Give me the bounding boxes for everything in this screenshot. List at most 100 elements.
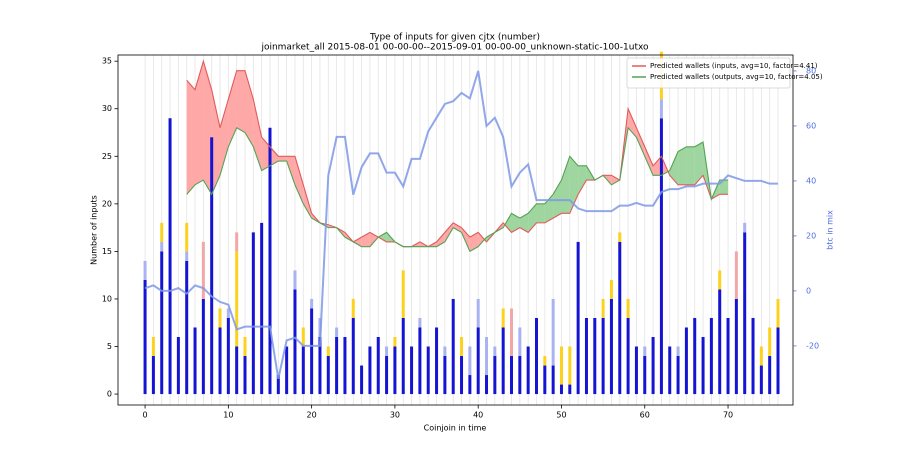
bar <box>426 346 430 395</box>
x-tick-label: 40 <box>473 411 483 420</box>
range-fill <box>578 165 587 195</box>
bar <box>160 222 164 242</box>
bar <box>185 260 189 395</box>
bar <box>776 327 780 395</box>
bar <box>559 384 563 395</box>
bar <box>501 308 505 328</box>
line <box>144 70 779 380</box>
bar <box>551 365 555 395</box>
bar <box>460 356 464 395</box>
x-tick-label: 10 <box>223 411 233 420</box>
legend-label: Predicted wallets (inputs, avg=10, facto… <box>650 62 818 70</box>
bar <box>659 99 663 119</box>
range-fill <box>561 156 570 214</box>
bar <box>626 298 630 318</box>
bar <box>568 346 572 385</box>
x-tick-label: 70 <box>723 411 733 420</box>
range-fill <box>278 156 287 162</box>
bar <box>443 356 447 395</box>
x-tick-label: 20 <box>307 411 317 420</box>
bar <box>468 346 472 376</box>
bar <box>335 336 339 395</box>
bar <box>676 346 680 357</box>
bar <box>460 336 464 357</box>
bar <box>701 336 705 395</box>
x-tick-label: 30 <box>390 411 400 420</box>
bar <box>160 241 164 252</box>
bar <box>293 289 297 395</box>
bar <box>526 346 530 395</box>
range-fill <box>528 203 537 233</box>
y2-tick-label: 20 <box>806 231 816 240</box>
range-fill <box>453 222 462 233</box>
bar <box>260 222 264 395</box>
range-fill <box>236 70 246 133</box>
range-fill <box>294 156 304 204</box>
bar <box>276 375 280 395</box>
chart-subtitle: joinmarket_all 2015-08-01 00-00-00--2015… <box>260 43 649 53</box>
bar <box>176 336 180 395</box>
bar <box>776 298 780 328</box>
bar <box>568 384 572 395</box>
y-tick-label: 10 <box>102 294 112 303</box>
bar <box>651 336 655 395</box>
bar <box>226 317 230 395</box>
bar <box>418 327 422 395</box>
bar <box>310 308 314 395</box>
range-fill <box>245 70 254 147</box>
bar <box>501 327 505 395</box>
range-fill <box>536 203 545 223</box>
bar <box>743 232 747 395</box>
bar <box>485 336 489 376</box>
bar <box>618 232 622 242</box>
range-fill <box>519 213 529 233</box>
range-fill <box>220 99 229 176</box>
bar <box>351 317 355 395</box>
bar <box>201 298 205 395</box>
x-tick-label: 60 <box>640 411 650 420</box>
bar <box>543 356 547 366</box>
bar <box>243 336 247 357</box>
bar <box>235 346 239 395</box>
bar <box>626 317 630 395</box>
bar <box>510 356 514 395</box>
range-fill <box>719 180 729 195</box>
range-fill <box>511 213 520 233</box>
bar <box>201 241 205 299</box>
bar <box>659 118 663 395</box>
bar <box>185 251 189 261</box>
y2-tick-label: 40 <box>806 176 816 185</box>
bar <box>759 365 763 395</box>
chart-title: Type of inputs for given cjtx (number) <box>369 33 540 43</box>
range-fill <box>261 137 270 171</box>
bar <box>335 327 339 337</box>
bar <box>376 336 380 395</box>
bar <box>243 356 247 395</box>
bar <box>693 317 697 395</box>
bar <box>235 251 239 347</box>
bar <box>468 375 472 395</box>
plot-frame <box>117 54 794 406</box>
bar <box>393 336 397 347</box>
bar <box>401 317 405 395</box>
x-axis-label: Coinjoin in time <box>424 424 487 433</box>
bar <box>493 356 497 395</box>
range-fill <box>203 61 212 195</box>
bar <box>160 251 164 395</box>
bar <box>601 298 605 318</box>
bar <box>143 260 147 280</box>
range-fill <box>653 156 662 176</box>
bar <box>668 346 672 395</box>
range-fill <box>378 232 387 242</box>
y2-tick-label: 80 <box>806 66 816 75</box>
bar <box>684 327 688 395</box>
range-fill <box>504 213 512 233</box>
bar <box>268 127 272 395</box>
bar <box>751 317 755 395</box>
bar <box>410 346 414 395</box>
bar <box>293 270 297 290</box>
bar <box>385 346 389 357</box>
bar <box>709 317 713 395</box>
x-tick-label: 50 <box>556 411 566 420</box>
bar <box>643 346 647 357</box>
